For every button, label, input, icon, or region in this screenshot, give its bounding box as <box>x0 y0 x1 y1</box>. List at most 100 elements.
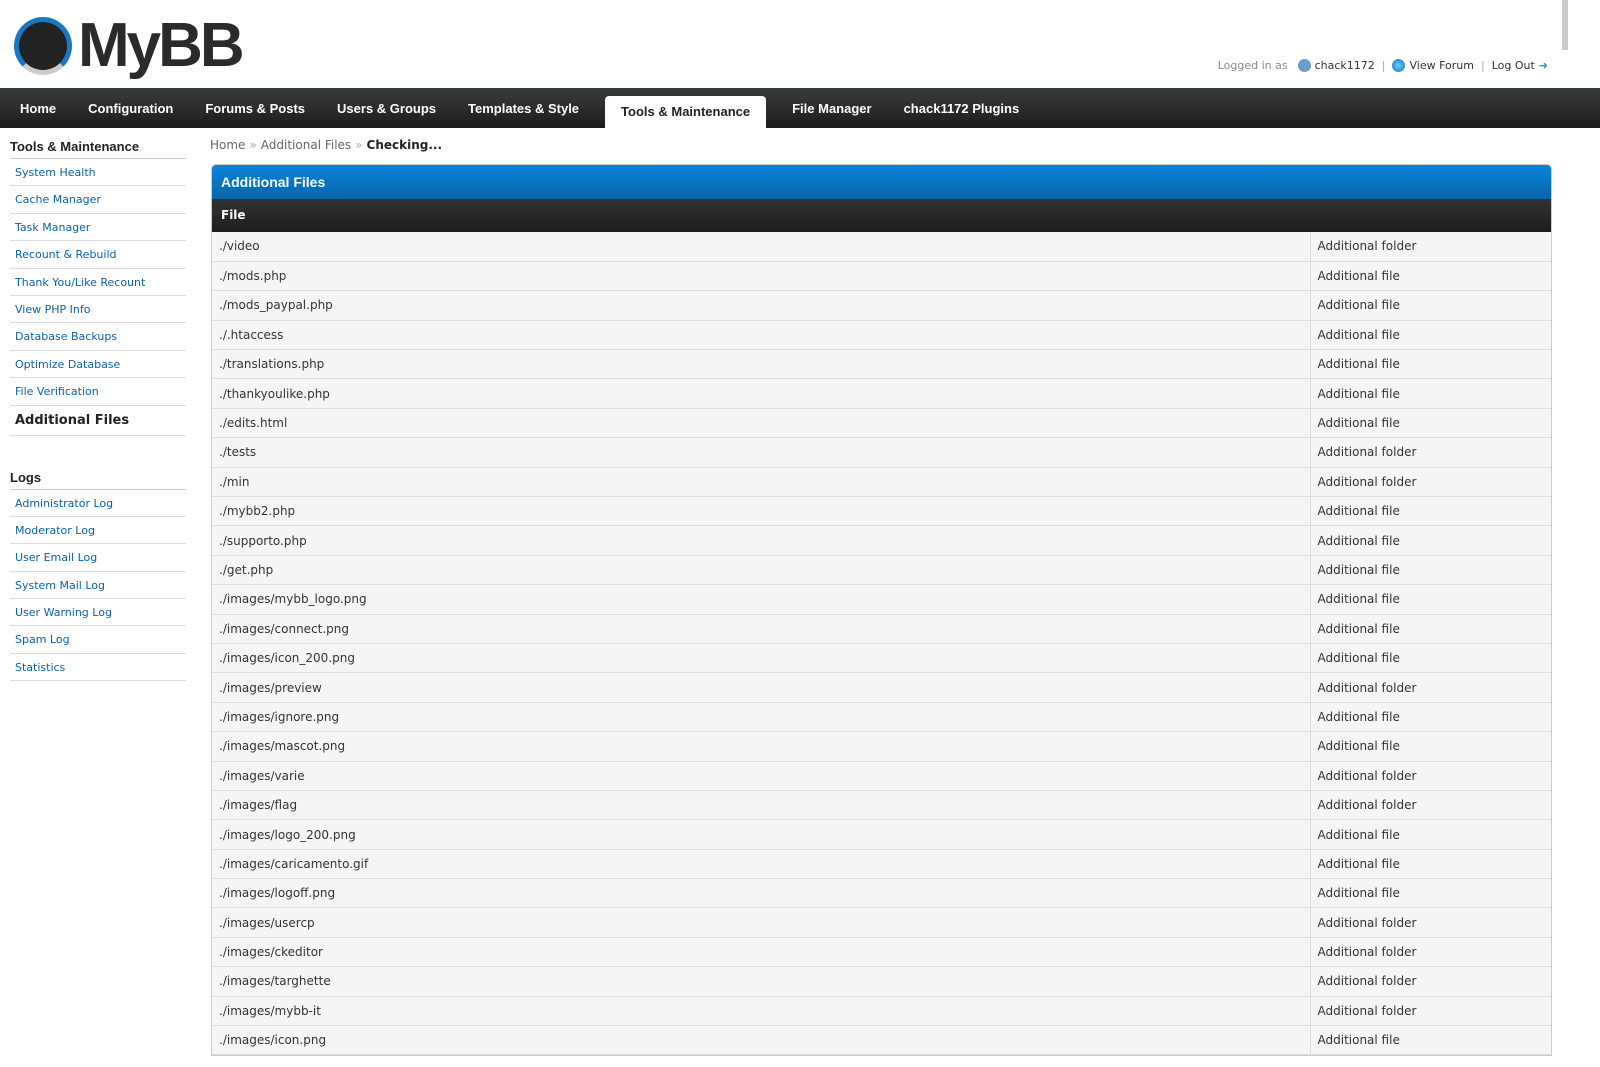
scrollbar[interactable] <box>1562 0 1568 50</box>
table-row: ./images/mybb_logo.png Additional file <box>212 584 1551 615</box>
table-row: ./translations.php Additional file <box>212 349 1551 380</box>
view-forum-link[interactable]: View Forum <box>1409 59 1474 72</box>
sidebar-item-administrator-log[interactable]: Administrator Log <box>10 490 186 517</box>
table-row: ./images/preview Additional folder <box>212 672 1551 703</box>
file-path: ./images/logoff.png <box>212 878 1310 909</box>
table-row: ./tests Additional folder <box>212 437 1551 468</box>
file-type: Additional file <box>1309 378 1551 409</box>
file-path: ./mods_paypal.php <box>212 290 1310 321</box>
file-path: ./images/varie <box>212 761 1310 791</box>
nav-tab-tools-maintenance[interactable]: Tools & Maintenance <box>605 96 767 128</box>
file-type: Additional folder <box>1309 996 1551 1027</box>
file-type: Additional file <box>1309 261 1551 292</box>
file-path: ./images/targhette <box>212 966 1310 997</box>
file-type: Additional file <box>1309 584 1551 615</box>
sidebar-section-title: Logs <box>10 466 186 490</box>
panel-title: Additional Files <box>212 165 1551 199</box>
sidebar-item-additional-files[interactable]: Additional Files <box>10 406 186 436</box>
file-type: Additional folder <box>1309 966 1551 997</box>
file-path: ./images/mascot.png <box>212 731 1310 762</box>
table-row: ./images/flag Additional folder <box>212 790 1551 821</box>
file-type: Additional file <box>1309 349 1551 380</box>
sidebar-item-file-verification[interactable]: File Verification <box>10 378 186 406</box>
sidebar-item-thank-you-like-recount[interactable]: Thank You/Like Recount <box>10 269 186 296</box>
mybb-logo[interactable]: MyBB <box>14 10 245 81</box>
sidebar-item-spam-log[interactable]: Spam Log <box>10 626 186 654</box>
table-row: ./.htaccess Additional file <box>212 320 1551 351</box>
sidebar-section-title: Tools & Maintenance <box>10 135 186 159</box>
sidebar-item-optimize-database[interactable]: Optimize Database <box>10 351 186 379</box>
sidebar-item-system-mail-log[interactable]: System Mail Log <box>10 572 186 600</box>
sidebar-item-task-manager[interactable]: Task Manager <box>10 214 186 242</box>
file-path: ./thankyoulike.php <box>212 378 1310 409</box>
main-nav: Home Configuration Forums & Posts Users & G… <box>0 88 1600 128</box>
table-row: ./images/mascot.png Additional file <box>212 731 1551 762</box>
logged-in-label: Logged in as <box>1217 59 1288 72</box>
table-row: ./images/icon.png Additional file <box>212 1025 1551 1056</box>
table-row: ./images/caricamento.gif Additional file <box>212 849 1551 880</box>
log-out-link[interactable]: Log Out <box>1491 59 1535 72</box>
table-row: ./images/logo_200.png Additional file <box>212 819 1551 850</box>
nav-tab-configuration[interactable]: Configuration <box>88 101 174 116</box>
table-row: ./images/connect.png Additional file <box>212 614 1551 644</box>
sidebar-item-view-php-info[interactable]: View PHP Info <box>10 296 186 324</box>
sidebar-item-user-email-log[interactable]: User Email Log <box>10 544 186 572</box>
file-type: Additional folder <box>1309 467 1551 498</box>
sidebar-item-user-warning-log[interactable]: User Warning Log <box>10 599 186 627</box>
file-type: Additional file <box>1309 525 1551 556</box>
file-type: Additional file <box>1309 731 1551 762</box>
breadcrumb-additional-files[interactable]: Additional Files <box>260 138 352 152</box>
file-type: Additional folder <box>1309 937 1551 968</box>
table-row: ./mods.php Additional file <box>212 261 1551 292</box>
table-row: ./mods_paypal.php Additional file <box>212 290 1551 321</box>
sidebar: Tools & Maintenance System Health Cache M… <box>10 135 186 682</box>
file-type: Additional file <box>1309 555 1551 586</box>
table-row: ./video Additional folder <box>212 232 1551 262</box>
file-path: ./images/ignore.png <box>212 702 1310 733</box>
file-type: Additional file <box>1309 320 1551 351</box>
files-table: ./video Additional folder ./mods.php Additi… <box>212 232 1551 1056</box>
sidebar-item-cache-manager[interactable]: Cache Manager <box>10 186 186 214</box>
file-path: ./video <box>212 232 1310 262</box>
file-type: Additional folder <box>1309 672 1551 703</box>
file-type: Additional file <box>1309 849 1551 880</box>
column-header-file: File <box>212 199 1551 232</box>
file-path: ./get.php <box>212 555 1310 586</box>
breadcrumb-home[interactable]: Home <box>210 138 246 152</box>
file-path: ./.htaccess <box>212 320 1310 351</box>
sidebar-item-statistics[interactable]: Statistics <box>10 654 186 682</box>
sidebar-item-database-backups[interactable]: Database Backups <box>10 323 186 351</box>
nav-tab-users-groups[interactable]: Users & Groups <box>337 101 437 116</box>
file-type: Additional folder <box>1309 761 1551 791</box>
file-path: ./images/caricamento.gif <box>212 849 1310 880</box>
nav-tab-forums-posts[interactable]: Forums & Posts <box>205 101 306 116</box>
globe-icon <box>1392 59 1406 72</box>
nav-tab-file-manager[interactable]: File Manager <box>792 101 872 116</box>
arrow-right-icon: ➜ <box>1538 59 1548 72</box>
file-type: Additional file <box>1309 643 1551 674</box>
separator: | <box>1381 59 1386 72</box>
sidebar-item-system-health[interactable]: System Health <box>10 159 186 187</box>
table-row: ./get.php Additional file <box>212 555 1551 586</box>
table-row: ./images/logoff.png Additional file <box>212 878 1551 909</box>
file-type: Additional folder <box>1309 907 1551 938</box>
file-type: Additional file <box>1309 819 1551 850</box>
nav-tab-home[interactable]: Home <box>20 101 57 116</box>
username-link[interactable]: chack1172 <box>1314 59 1375 72</box>
file-path: ./mods.php <box>212 261 1310 292</box>
file-path: ./images/icon.png <box>212 1025 1310 1056</box>
file-path: ./translations.php <box>212 349 1310 380</box>
sidebar-item-recount-rebuild[interactable]: Recount & Rebuild <box>10 241 186 269</box>
table-row: ./supporto.php Additional file <box>212 525 1551 556</box>
nav-tab-chack1172-plugins[interactable]: chack1172 Plugins <box>903 101 1020 116</box>
table-row: ./images/targhette Additional folder <box>212 966 1551 997</box>
file-type: Additional file <box>1309 878 1551 909</box>
file-type: Additional folder <box>1309 790 1551 821</box>
user-bar: Logged in as chack1172 | View Forum | Lo… <box>1218 59 1548 72</box>
sidebar-item-moderator-log[interactable]: Moderator Log <box>10 517 186 545</box>
nav-tab-templates-style[interactable]: Templates & Style <box>468 101 580 116</box>
additional-files-panel: Additional Files File ./video Additional … <box>211 164 1552 1057</box>
table-row: ./mybb2.php Additional file <box>212 496 1551 527</box>
table-row: ./images/ckeditor Additional folder <box>212 937 1551 968</box>
file-path: ./mybb2.php <box>212 496 1310 527</box>
